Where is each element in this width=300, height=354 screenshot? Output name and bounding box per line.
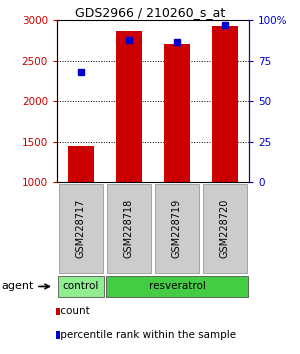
- Text: GSM228719: GSM228719: [172, 199, 182, 258]
- Text: resveratrol: resveratrol: [148, 281, 206, 291]
- Text: GSM228720: GSM228720: [220, 199, 230, 258]
- Bar: [212, 26, 238, 182]
- Bar: [107, 184, 151, 273]
- Text: GSM228717: GSM228717: [76, 199, 86, 258]
- Bar: [106, 276, 248, 297]
- Bar: [56, 331, 60, 339]
- Bar: [68, 146, 94, 182]
- Bar: [58, 276, 104, 297]
- Text: GSM228718: GSM228718: [124, 199, 134, 258]
- Text: control: control: [63, 281, 99, 291]
- Bar: [56, 308, 60, 315]
- Text: agent: agent: [2, 281, 34, 291]
- Text: percentile rank within the sample: percentile rank within the sample: [57, 330, 236, 340]
- Bar: [59, 184, 103, 273]
- Bar: [155, 184, 199, 273]
- Bar: [164, 44, 190, 182]
- Bar: [116, 31, 142, 182]
- Bar: [203, 184, 247, 273]
- Text: GDS2966 / 210260_s_at: GDS2966 / 210260_s_at: [75, 6, 225, 19]
- Text: count: count: [57, 307, 90, 316]
